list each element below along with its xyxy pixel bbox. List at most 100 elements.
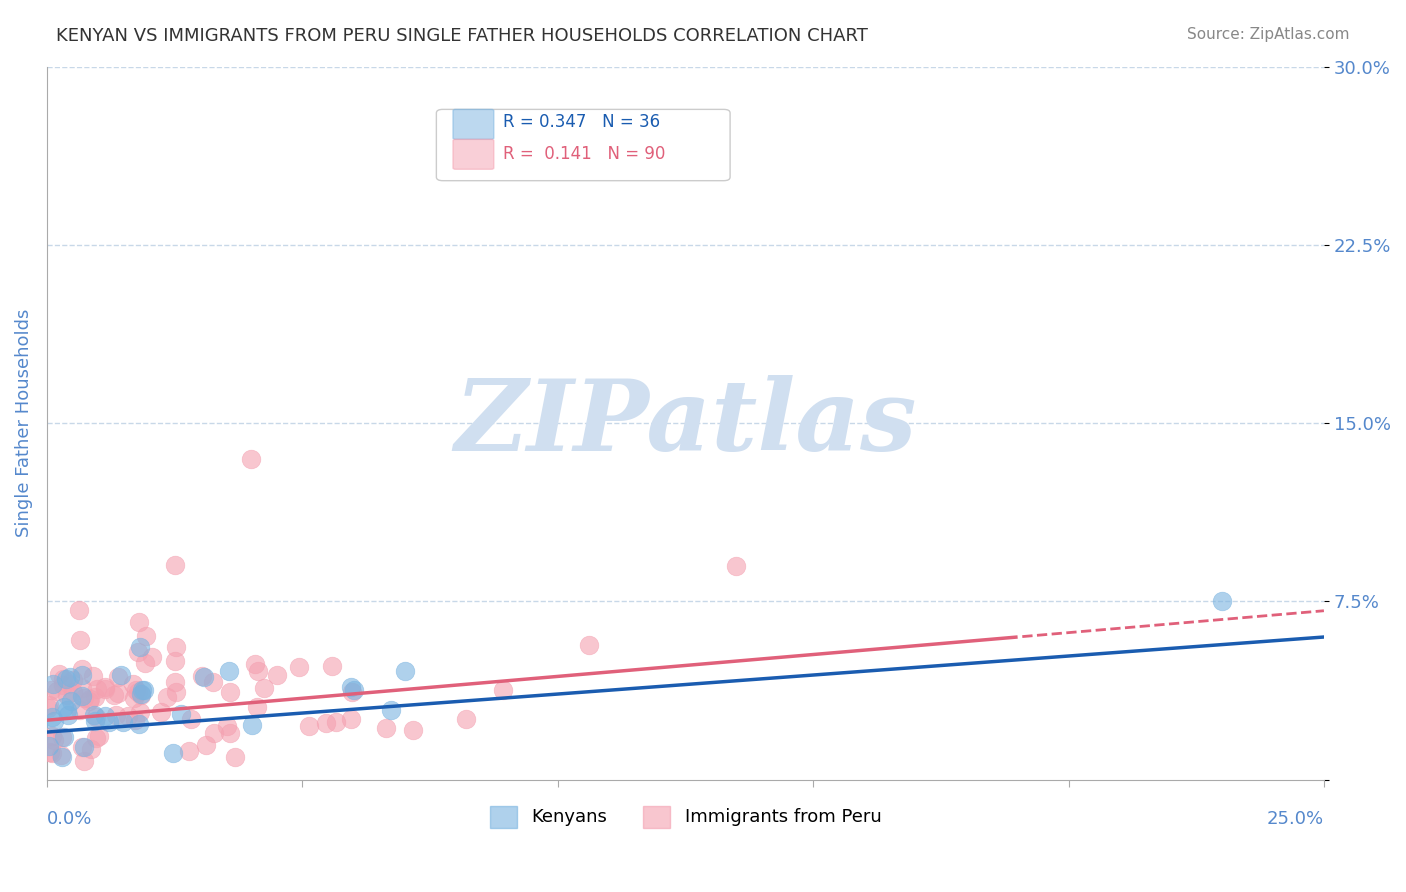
- Point: [191, 669, 214, 683]
- Point: [325, 714, 347, 729]
- Point: [253, 681, 276, 696]
- Point: [135, 629, 157, 643]
- Text: Source: ZipAtlas.com: Source: ZipAtlas.com: [1187, 27, 1350, 42]
- Point: [725, 558, 748, 573]
- Point: [195, 738, 218, 752]
- Point: [62, 685, 84, 699]
- Point: [218, 685, 240, 699]
- Point: [129, 705, 152, 719]
- Point: [41, 746, 63, 760]
- Point: [104, 707, 127, 722]
- Point: [125, 683, 148, 698]
- Point: [42, 677, 65, 691]
- Point: [56, 688, 79, 702]
- Point: [53, 700, 76, 714]
- Point: [132, 683, 155, 698]
- Point: [156, 690, 179, 704]
- Point: [218, 664, 240, 678]
- Point: [219, 726, 242, 740]
- Point: [60, 694, 83, 708]
- Point: [84, 690, 107, 705]
- Point: [266, 667, 288, 681]
- FancyBboxPatch shape: [453, 139, 494, 169]
- Point: [73, 754, 96, 768]
- Point: [131, 688, 153, 702]
- Text: ZIPatlas: ZIPatlas: [454, 375, 917, 471]
- Point: [124, 713, 146, 727]
- Point: [165, 685, 187, 699]
- Point: [374, 721, 396, 735]
- Point: [122, 690, 145, 705]
- Point: [243, 657, 266, 672]
- Point: [39, 745, 62, 759]
- Legend: Kenyans, Immigrants from Peru: Kenyans, Immigrants from Peru: [482, 798, 889, 835]
- Point: [42, 714, 65, 729]
- Point: [339, 680, 361, 694]
- Point: [240, 718, 263, 732]
- Point: [131, 683, 153, 698]
- Point: [470, 154, 492, 169]
- Point: [42, 732, 65, 747]
- Point: [127, 685, 149, 699]
- Point: [73, 740, 96, 755]
- Point: [51, 747, 73, 762]
- Point: [84, 731, 107, 745]
- Point: [70, 740, 93, 755]
- Point: [298, 718, 321, 732]
- Point: [170, 706, 193, 721]
- Y-axis label: Single Father Households: Single Father Households: [15, 309, 32, 537]
- Point: [202, 675, 225, 690]
- Point: [129, 640, 152, 655]
- Point: [166, 640, 188, 654]
- Point: [315, 716, 337, 731]
- Point: [162, 746, 184, 760]
- Point: [103, 688, 125, 702]
- Point: [41, 709, 63, 723]
- Point: [202, 726, 225, 740]
- Point: [163, 654, 186, 668]
- Point: [491, 683, 513, 698]
- Point: [179, 744, 201, 758]
- Point: [93, 681, 115, 696]
- Point: [107, 670, 129, 684]
- Point: [70, 689, 93, 703]
- Point: [394, 665, 416, 679]
- Point: [1211, 594, 1233, 608]
- Point: [37, 701, 59, 715]
- Point: [51, 750, 73, 764]
- Point: [72, 662, 94, 676]
- Point: [110, 668, 132, 682]
- Point: [127, 645, 149, 659]
- Point: [215, 718, 238, 732]
- Point: [246, 664, 269, 678]
- Point: [287, 660, 309, 674]
- Point: [180, 712, 202, 726]
- Point: [83, 714, 105, 729]
- Point: [111, 715, 134, 730]
- Point: [69, 633, 91, 648]
- Point: [56, 703, 79, 717]
- Text: KENYAN VS IMMIGRANTS FROM PERU SINGLE FATHER HOUSEHOLDS CORRELATION CHART: KENYAN VS IMMIGRANTS FROM PERU SINGLE FA…: [56, 27, 868, 45]
- Point: [128, 717, 150, 731]
- Point: [246, 700, 269, 714]
- Point: [193, 670, 215, 684]
- Point: [117, 709, 139, 723]
- Point: [83, 708, 105, 723]
- Point: [52, 672, 75, 686]
- Point: [343, 682, 366, 697]
- Point: [94, 680, 117, 694]
- Point: [51, 730, 73, 744]
- Point: [98, 715, 121, 730]
- FancyBboxPatch shape: [453, 110, 494, 139]
- Point: [62, 673, 84, 687]
- Point: [128, 615, 150, 629]
- Point: [58, 677, 80, 691]
- Point: [107, 686, 129, 700]
- Point: [86, 681, 108, 696]
- Point: [121, 677, 143, 691]
- Point: [150, 705, 173, 719]
- Point: [39, 682, 62, 697]
- Point: [79, 691, 101, 706]
- Point: [84, 710, 107, 724]
- Point: [129, 687, 152, 701]
